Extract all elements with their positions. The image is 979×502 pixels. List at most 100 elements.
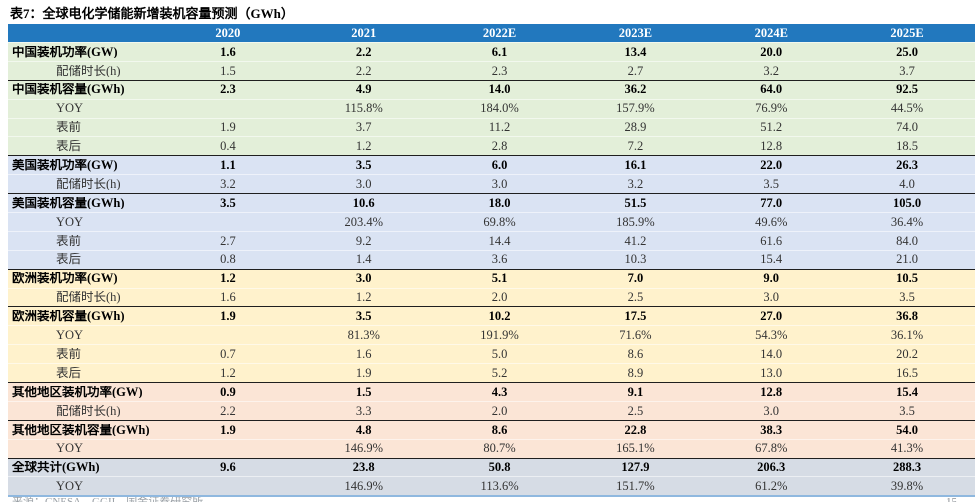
cell-value: 44.5% bbox=[890, 102, 924, 115]
cell-value: 64.0 bbox=[760, 83, 783, 96]
row-label: YOY bbox=[56, 480, 84, 493]
cell-value: 2.5 bbox=[627, 404, 644, 418]
table-row-china-5: 表后 0.4 1.2 2.8 7.2 12.8 18.5 bbox=[8, 136, 975, 156]
cell-value: 127.9 bbox=[621, 461, 650, 474]
cell-value: 15.4 bbox=[760, 253, 783, 266]
cell-value: 3.2 bbox=[627, 177, 644, 191]
cell-value: 1.9 bbox=[220, 310, 236, 323]
table-row-us-5: 表后 0.8 1.4 3.6 10.3 15.4 21.0 bbox=[8, 249, 975, 269]
cell-value: 0.7 bbox=[220, 347, 236, 361]
table-title: 表7：全球电化学储能新增装机容量预测（GWh） bbox=[10, 6, 294, 21]
cell-value: 9.1 bbox=[627, 385, 644, 399]
cell-value: 2.0 bbox=[491, 404, 508, 418]
cell-value: 71.6% bbox=[619, 329, 652, 342]
table-row-china-4: 表前 1.9 3.7 11.2 28.9 51.2 74.0 bbox=[8, 117, 975, 137]
cell-value: 2.3 bbox=[491, 64, 508, 78]
cell-value: 22.8 bbox=[624, 423, 647, 436]
cell-value: 2.5 bbox=[627, 291, 644, 304]
cell-value: 51.5 bbox=[624, 196, 647, 210]
cell-value: 0.4 bbox=[220, 140, 236, 153]
cell-value: 2.3 bbox=[220, 83, 236, 96]
cell-value: 18.0 bbox=[488, 196, 511, 210]
row-label: 欧洲装机容量(GWh) bbox=[12, 310, 125, 323]
cell-value: 2.7 bbox=[220, 234, 236, 248]
cell-value: 36.2 bbox=[624, 83, 647, 96]
cell-value: 77.0 bbox=[760, 196, 783, 210]
cell-value: 5.0 bbox=[491, 347, 508, 361]
row-label: 配储时长(h) bbox=[56, 64, 121, 78]
cell-value: 25.0 bbox=[896, 45, 918, 59]
cell-value: 5.2 bbox=[491, 366, 508, 380]
table-row-china-2: 中国装机容量(GWh) 2.3 4.9 14.0 36.2 64.0 92.5 bbox=[8, 79, 975, 99]
page-number-cropped: 15 bbox=[946, 497, 957, 502]
row-label: 中国装机容量(GWh) bbox=[12, 83, 125, 96]
cell-value: 23.8 bbox=[352, 461, 375, 474]
cell-value: 3.5 bbox=[899, 291, 915, 304]
table-row-us-0: 美国装机功率(GW) 1.1 3.5 6.0 16.1 22.0 26.3 bbox=[8, 155, 975, 175]
row-label: YOY bbox=[56, 329, 84, 342]
table-row-us-3: YOY 203.4% 69.8% 185.9% 49.6% 36.4% bbox=[8, 212, 975, 231]
cell-value: 3.2 bbox=[763, 64, 780, 78]
cell-value: 1.2 bbox=[355, 140, 372, 153]
cell-value: 13.0 bbox=[760, 366, 783, 380]
cell-value: 18.5 bbox=[896, 140, 918, 153]
cell-value: 146.9% bbox=[344, 442, 384, 455]
table-row-europe-0: 欧洲装机功率(GW) 1.2 3.0 5.1 7.0 9.0 10.5 bbox=[8, 268, 975, 288]
row-label: 美国装机容量(GWh) bbox=[12, 196, 125, 210]
cell-value: 61.6 bbox=[760, 234, 783, 248]
table-row-europe-3: YOY 81.3% 191.9% 71.6% 54.3% 36.1% bbox=[8, 325, 975, 345]
cell-value: 54.0 bbox=[896, 423, 918, 436]
cell-value: 74.0 bbox=[896, 121, 918, 134]
row-label: 其他地区装机功率(GW) bbox=[12, 385, 143, 399]
table-row-us-1: 配储时长(h) 3.2 3.0 3.0 3.2 3.5 4.0 bbox=[8, 174, 975, 194]
cell-value: 151.7% bbox=[616, 480, 655, 493]
table-row-global-1: YOY 146.9% 113.6% 151.7% 61.2% 39.8% bbox=[8, 476, 975, 496]
row-label: 欧洲装机功率(GW) bbox=[12, 272, 118, 285]
cell-value: 0.9 bbox=[220, 385, 236, 399]
cell-value: 1.9 bbox=[220, 423, 236, 436]
cell-value: 10.6 bbox=[352, 196, 375, 210]
cell-value: 3.5 bbox=[899, 404, 915, 418]
cell-value: 36.4% bbox=[890, 215, 924, 229]
row-label: YOY bbox=[56, 442, 84, 455]
cell-value: 2.2 bbox=[355, 45, 372, 59]
cell-value: 49.6% bbox=[755, 215, 788, 229]
cell-value: 2.8 bbox=[491, 140, 508, 153]
cell-value: 0.8 bbox=[220, 253, 236, 266]
table-row-us-2: 美国装机容量(GWh) 3.5 10.6 18.0 51.5 77.0 105.0 bbox=[8, 193, 975, 213]
cell-value: 12.8 bbox=[760, 385, 783, 399]
cell-value: 4.3 bbox=[491, 385, 508, 399]
cell-value: 185.9% bbox=[616, 215, 655, 229]
cell-value: 184.0% bbox=[480, 102, 519, 115]
cell-value: 14.0 bbox=[760, 347, 783, 361]
row-label: 其他地区装机容量(GWh) bbox=[12, 423, 150, 436]
cell-value: 1.6 bbox=[355, 347, 372, 361]
cell-value: 3.3 bbox=[355, 404, 372, 418]
table-header-row: 2020 2021 2022E 2023E 2024E 2025E bbox=[8, 24, 975, 42]
cell-value: 4.8 bbox=[355, 423, 372, 436]
row-label: 表后 bbox=[56, 140, 82, 153]
cell-value: 288.3 bbox=[893, 461, 922, 474]
table-row-other-1: 配储时长(h) 2.2 3.3 2.0 2.5 3.0 3.5 bbox=[8, 400, 975, 420]
header-year-cell: 2025E bbox=[890, 26, 924, 40]
row-label: YOY bbox=[56, 102, 84, 115]
cell-value: 9.2 bbox=[355, 234, 372, 248]
cell-value: 3.0 bbox=[355, 272, 372, 285]
cell-value: 3.6 bbox=[491, 253, 508, 266]
cell-value: 36.1% bbox=[890, 329, 924, 342]
row-label: 全球共计(GWh) bbox=[12, 461, 100, 474]
cell-value: 7.0 bbox=[627, 272, 644, 285]
cell-value: 2.2 bbox=[220, 404, 236, 418]
cell-value: 3.2 bbox=[220, 177, 236, 191]
cell-value: 6.1 bbox=[491, 45, 508, 59]
cell-value: 6.0 bbox=[491, 159, 508, 172]
cell-value: 1.1 bbox=[220, 159, 236, 172]
table-row-europe-5: 表后 1.2 1.9 5.2 8.9 13.0 16.5 bbox=[8, 363, 975, 383]
cell-value: 203.4% bbox=[344, 215, 384, 229]
cell-value: 9.6 bbox=[220, 461, 236, 474]
cell-value: 39.8% bbox=[890, 480, 924, 493]
cell-value: 3.5 bbox=[355, 159, 372, 172]
cell-value: 7.2 bbox=[627, 140, 644, 153]
row-label: 表后 bbox=[56, 366, 82, 380]
